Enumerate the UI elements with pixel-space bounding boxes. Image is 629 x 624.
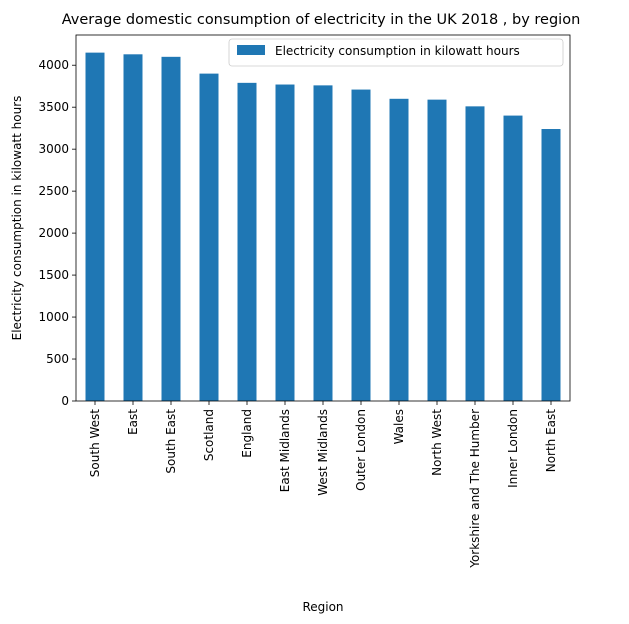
legend: Electricity consumption in kilowatt hour… [228,38,564,67]
x-tick-label: Scotland [202,409,216,461]
y-axis: 0 500 1000 1500 2000 2500 3000 3500 4000 [38,58,76,408]
x-tick-label: East [126,409,140,435]
bar [199,73,219,401]
x-tick-label: North East [544,409,558,473]
bar [313,85,333,401]
y-tick-label: 3000 [38,142,69,156]
bar [465,106,485,401]
x-axis: South West East South East Scotland England E… [88,401,558,569]
x-tick-label: Wales [392,409,406,444]
x-tick-label: North West [430,409,444,476]
x-tick-label: East Midlands [278,409,292,492]
bars [85,52,561,402]
bar [275,84,295,401]
bar [161,56,181,402]
y-tick-label: 2000 [38,226,69,240]
y-tick-label: 1500 [38,268,69,282]
chart-title: Average domestic consumption of electric… [62,12,581,28]
x-tick-label: Inner London [506,409,520,488]
y-tick-label: 500 [46,352,69,366]
x-tick-label: England [240,409,254,458]
y-tick-label: 0 [61,394,69,408]
x-tick-label: South West [88,409,102,477]
bar [389,98,409,402]
y-tick-label: 4000 [38,58,69,72]
legend-label: Electricity consumption in kilowatt hour… [275,44,520,58]
bar [541,129,561,401]
legend-swatch [237,45,265,55]
x-axis-label: Region [302,600,343,614]
y-tick-label: 3500 [38,100,69,114]
x-tick-label: West Midlands [316,409,330,496]
y-tick-label: 1000 [38,310,69,324]
bar [237,82,257,401]
x-tick-label: Yorkshire and The Humber [468,409,482,569]
plot-frame [75,34,571,402]
x-tick-label: Outer London [354,409,368,491]
x-tick-label: South East [164,409,178,474]
y-tick-label: 2500 [38,184,69,198]
bar [503,115,523,401]
bar [85,52,105,401]
bar [427,99,447,402]
bar [123,54,143,401]
bar [351,89,371,402]
y-axis-label: Electricity consumption in kilowatt hour… [10,96,24,341]
legend-box [228,38,564,67]
